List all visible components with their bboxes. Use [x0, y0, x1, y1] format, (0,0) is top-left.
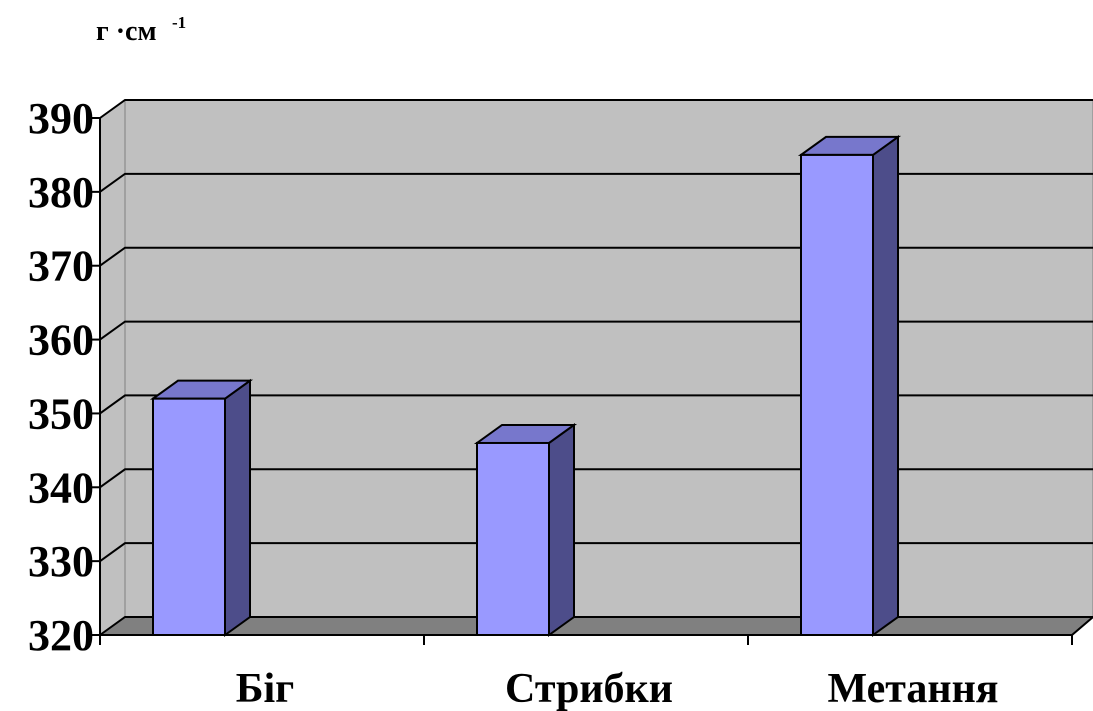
floor: [98, 616, 1093, 636]
grid-line: [99, 468, 1093, 489]
grid-line: [99, 246, 1093, 267]
grid-line: [99, 172, 1093, 193]
y-tick-label: 350: [28, 389, 94, 438]
grid-line: [99, 542, 1093, 562]
grid-line: [99, 320, 1093, 341]
y-tick-label: 320: [28, 611, 94, 660]
side-wall: [99, 99, 126, 636]
bar: [476, 441, 550, 636]
y-tick-label: 390: [28, 94, 94, 143]
grid-line: [99, 99, 1093, 119]
y-tick-label: 370: [28, 242, 94, 291]
y-tick-label: 360: [28, 316, 94, 365]
bar-side: [872, 134, 899, 637]
bar-side: [548, 423, 575, 637]
x-tick-label: Біг: [236, 666, 295, 711]
x-tick-label: Метання: [828, 666, 999, 711]
bar-side: [224, 378, 251, 637]
y-axis-label: г ·см: [96, 16, 157, 47]
back-wall: [124, 99, 1093, 618]
y-tick-label: 330: [28, 537, 94, 586]
y-axis-label-superscript: -1: [172, 13, 186, 32]
x-tick-label: Стрибки: [505, 666, 673, 711]
bar: [800, 153, 874, 637]
grid-line: [99, 394, 1093, 415]
y-tick-label: 380: [28, 168, 94, 217]
grid-line: [99, 616, 1093, 636]
y-tick-label: 340: [28, 463, 94, 512]
bar: [152, 397, 226, 636]
